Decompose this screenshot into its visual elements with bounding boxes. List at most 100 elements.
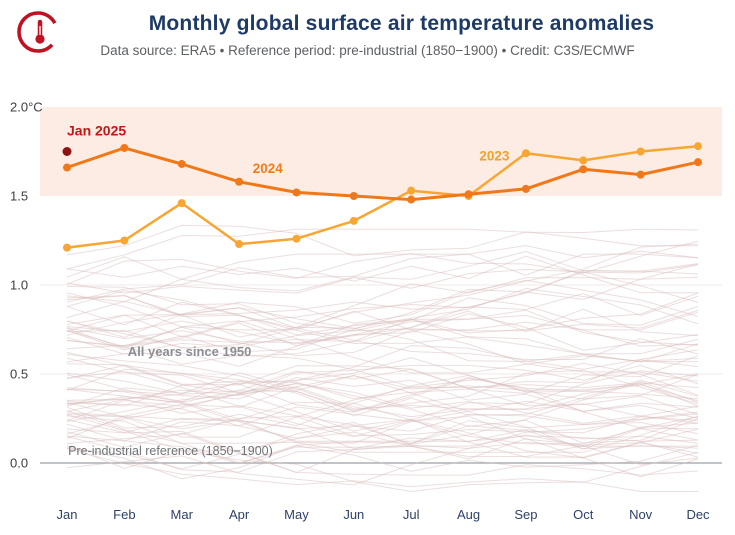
chart-header: Monthly global surface air temperature a… <box>0 0 735 92</box>
month-tick-label: Jan <box>57 507 78 522</box>
background-year-line <box>66 289 699 336</box>
background-year-line <box>66 340 699 389</box>
background-year-line <box>66 406 699 446</box>
chart-subtitle: Data source: ERA5 • Reference period: pr… <box>100 43 635 58</box>
series-2024-marker <box>407 195 416 204</box>
title-block: Monthly global surface air temperature a… <box>0 12 735 58</box>
series-2023-marker <box>292 234 301 243</box>
series-2023-marker <box>177 199 186 208</box>
background-year-line <box>66 292 699 331</box>
ytick-label: 1.5 <box>10 189 28 204</box>
background-year-line <box>66 255 698 294</box>
month-tick-label: Mar <box>171 507 194 522</box>
background-year-line <box>66 381 699 474</box>
series-2023-marker <box>120 236 129 245</box>
month-tick-label: May <box>284 507 309 522</box>
page-title: Monthly global surface air temperature a… <box>148 12 655 35</box>
annotation-label-2023: 2023 <box>479 148 510 163</box>
background-year-line <box>66 448 699 488</box>
background-year-line <box>66 264 699 338</box>
background-year-line <box>66 228 699 270</box>
background-year-line <box>66 374 699 430</box>
series-2024-marker <box>694 158 702 167</box>
background-year-line <box>66 286 699 332</box>
annotation-jan-2025-label: Jan 2025 <box>67 122 126 138</box>
background-year-line <box>66 279 699 336</box>
background-year-line <box>66 243 699 329</box>
series-2023-marker <box>521 149 530 158</box>
month-tick-label: Aug <box>457 507 480 522</box>
annotation-all-years-label: All years since 1950 <box>128 344 252 359</box>
background-year-line <box>66 400 699 444</box>
series-2023-marker <box>579 156 588 165</box>
background-year-line <box>66 329 699 382</box>
ytick-label: 0.5 <box>10 367 28 382</box>
background-year-line <box>66 364 699 413</box>
background-year-line <box>66 428 699 476</box>
series-2024-marker <box>636 170 645 179</box>
background-year-line <box>66 292 699 345</box>
background-year-line <box>66 224 698 257</box>
series-2024-marker <box>579 165 588 174</box>
shaded-band-above-1-5 <box>40 107 722 196</box>
background-year-line <box>66 376 699 419</box>
background-year-line <box>66 245 699 303</box>
background-year-line <box>66 436 699 473</box>
series-2024-marker <box>292 188 301 197</box>
background-year-line <box>66 345 699 407</box>
thermometer-icon <box>35 19 45 44</box>
background-year-line <box>66 308 699 348</box>
background-year-line <box>66 374 699 420</box>
background-year-line <box>66 253 699 303</box>
background-year-line <box>66 415 699 453</box>
background-year-line <box>66 268 699 303</box>
series-2023-marker <box>407 186 416 195</box>
background-year-line <box>66 388 699 442</box>
background-year-line <box>66 357 699 424</box>
ytick-label: 2.0°C <box>10 100 43 115</box>
ytick-label: 0.0 <box>10 456 28 471</box>
ytick-label: 1.0 <box>10 278 28 293</box>
annotation-preindustrial-label: Pre-industrial reference (1850−1900) <box>68 444 273 458</box>
background-year-line <box>66 392 699 478</box>
background-year-line <box>66 250 699 292</box>
background-year-line <box>66 300 699 363</box>
month-tick-label: Oct <box>573 507 594 522</box>
background-year-line <box>66 362 699 438</box>
series-2023-marker <box>694 142 702 151</box>
background-year-line <box>66 398 699 450</box>
series-jan-2025-marker <box>62 147 72 156</box>
background-year-line <box>66 370 699 429</box>
series-2023-marker <box>63 243 71 252</box>
series-2024-marker <box>177 159 186 168</box>
background-year-line <box>66 359 699 390</box>
series-2023-marker <box>235 240 244 249</box>
series-2024-marker <box>464 190 473 199</box>
background-year-line <box>66 355 699 407</box>
series-2023-marker <box>349 216 358 225</box>
background-year-line <box>66 318 699 367</box>
series-2023-marker <box>636 147 645 156</box>
series-2023-line <box>65 144 700 249</box>
month-tick-label: Jul <box>403 507 420 522</box>
background-year-line <box>66 240 699 285</box>
annotation-label-2024: 2024 <box>253 161 284 176</box>
series-2024-marker <box>349 192 358 200</box>
month-tick-label: Apr <box>229 507 250 522</box>
month-tick-label: Dec <box>686 507 710 522</box>
background-year-line <box>66 295 699 360</box>
background-year-line <box>66 444 699 480</box>
background-year-line <box>66 411 699 452</box>
series-2024-marker <box>120 143 129 152</box>
month-tick-label: Sep <box>514 507 537 522</box>
logo-ring <box>17 11 59 53</box>
month-tick-label: Jun <box>343 507 364 522</box>
background-year-line <box>66 445 698 493</box>
background-year-line <box>66 372 699 410</box>
month-tick-label: Nov <box>629 507 653 522</box>
background-year-line <box>66 353 699 391</box>
series-2024-line <box>65 146 700 202</box>
series-2024-marker <box>521 184 530 193</box>
series-2024-marker <box>63 163 71 172</box>
